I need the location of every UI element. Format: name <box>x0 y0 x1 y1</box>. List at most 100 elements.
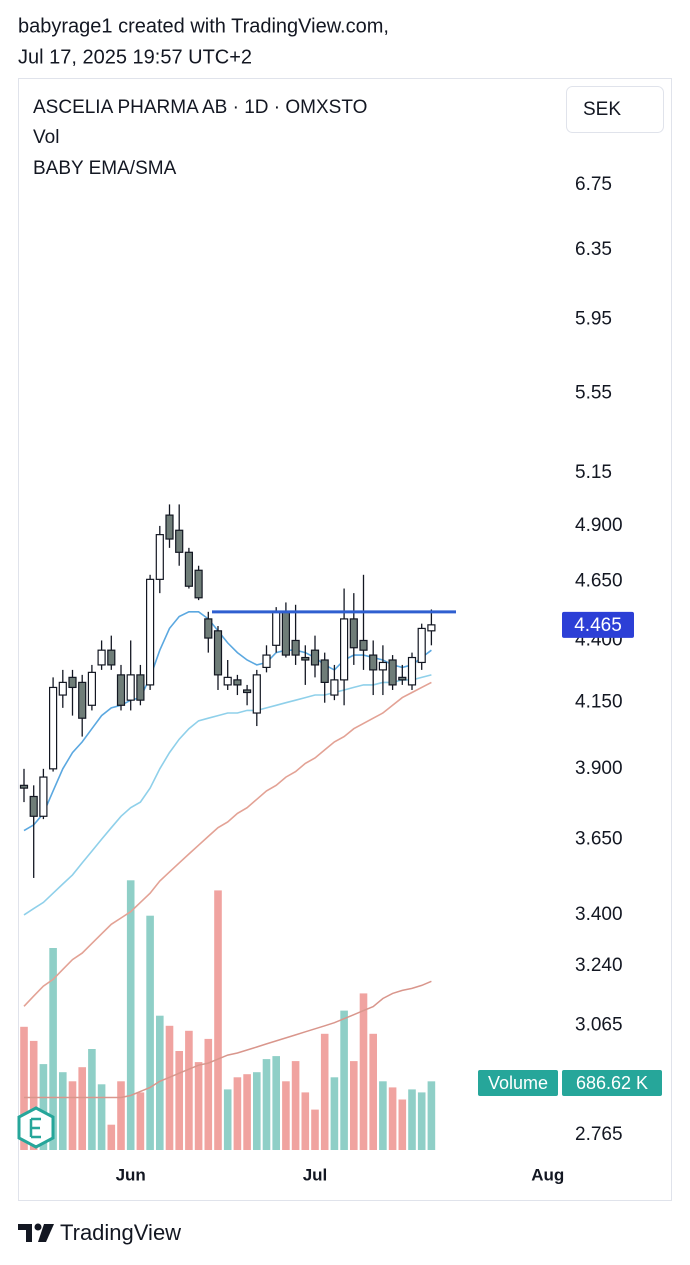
candle-body <box>126 674 135 701</box>
volume-bar <box>408 1089 416 1150</box>
candle-body <box>78 681 87 719</box>
x-tick-label: Jul <box>303 1165 328 1184</box>
candle-body <box>291 639 300 656</box>
volume-ma-line <box>24 980 432 1099</box>
candle-body <box>252 674 261 714</box>
candle-body <box>349 618 358 649</box>
candle-body <box>330 679 339 696</box>
volume-tag <box>562 1070 662 1096</box>
candle-body <box>359 639 368 651</box>
candle-body <box>87 671 97 706</box>
volume-bar <box>291 1061 300 1150</box>
volume-bar <box>262 1059 271 1150</box>
volume-bar <box>301 1092 310 1150</box>
x-tick-label: Aug <box>531 1165 564 1184</box>
volume-bar <box>185 1030 193 1150</box>
volume-bar <box>214 890 222 1150</box>
volume-bar <box>107 1124 116 1150</box>
candle-body <box>320 659 329 683</box>
volume-bar <box>359 993 368 1150</box>
logo <box>18 1223 54 1242</box>
y-tick-label: 3.650 <box>575 828 623 849</box>
candle-body <box>107 649 116 666</box>
volume-bar <box>417 1092 426 1150</box>
volume-tag <box>478 1070 558 1096</box>
price-tag <box>562 611 634 638</box>
y-tick-label: 3.400 <box>575 904 623 925</box>
candle-body <box>19 784 29 789</box>
volume-bar <box>340 1010 348 1150</box>
volume-bar <box>126 880 135 1150</box>
currency-label: SEK <box>583 99 621 120</box>
candle-body <box>369 654 378 671</box>
y-tick-label: 4.900 <box>575 515 623 536</box>
volume-bar <box>146 915 154 1150</box>
volume-bar <box>204 1038 213 1150</box>
candle-body <box>136 674 145 701</box>
candle-body <box>58 681 67 696</box>
logo-mark <box>38 1224 54 1242</box>
candle-body <box>29 795 38 817</box>
candle-body <box>116 674 126 706</box>
volume-bar <box>330 1077 339 1150</box>
currency-button[interactable] <box>566 86 664 133</box>
volume-bar <box>156 1015 164 1150</box>
y-tick-label: 3.240 <box>575 955 623 976</box>
y-tick-label: 5.55 <box>575 382 612 403</box>
candle-body <box>378 661 387 671</box>
chart-title: ASCELIA PHARMA AB · 1D · OMXSTO <box>33 97 367 118</box>
indicator-label: BABY EMA/SMA <box>33 158 177 179</box>
icon-letter <box>29 1117 41 1139</box>
ma-line <box>23 674 432 916</box>
volume-bar <box>253 1072 261 1150</box>
volume-bar <box>136 1092 145 1150</box>
candle-body <box>165 514 174 540</box>
volume-bar <box>175 1051 183 1150</box>
volume-bar <box>165 1025 174 1150</box>
candle-body <box>281 611 290 656</box>
volume-tag-value: 686.62 K <box>576 1073 648 1093</box>
candle-body <box>184 551 193 587</box>
plot: 6.756.355.955.555.154.9004.6504.4004.150… <box>19 174 623 1184</box>
y-tick-label: 4.150 <box>575 692 623 713</box>
x-tick-label: Jun <box>116 1165 146 1184</box>
volume-bar <box>320 1033 329 1150</box>
candle-body <box>407 656 417 686</box>
candle-body <box>175 529 184 553</box>
volume-bar <box>97 1084 106 1150</box>
candle-body <box>194 569 203 599</box>
header-line: Jul 17, 2025 19:57 UTC+2 <box>18 46 252 68</box>
candle-body <box>146 578 155 686</box>
y-tick-label: 5.15 <box>575 462 612 483</box>
candle-body <box>233 679 242 686</box>
y-tick-label: 6.35 <box>575 239 612 260</box>
volume-bar <box>311 1109 319 1150</box>
volume-bar <box>233 1077 242 1150</box>
volume-bar <box>59 1072 67 1150</box>
volume-bar <box>427 1081 436 1150</box>
events-icon[interactable] <box>17 1106 55 1149</box>
candle-body <box>48 686 58 770</box>
y-tick-label: 6.75 <box>575 174 612 195</box>
y-tick-label: 3.065 <box>575 1014 623 1035</box>
candle-body <box>204 618 213 639</box>
candle-body <box>262 654 271 669</box>
volume-bar <box>194 1062 203 1150</box>
candle-body <box>310 649 320 666</box>
candle-body <box>340 618 349 681</box>
volume-bar <box>282 1081 290 1150</box>
candle-body <box>427 624 436 632</box>
candle-body <box>272 611 281 646</box>
indicator-label: Vol <box>33 127 59 148</box>
candle-body <box>68 676 77 689</box>
volume-bar <box>117 1081 125 1150</box>
volume-bar <box>369 1033 377 1150</box>
volume-bar <box>29 1040 38 1150</box>
candle-body <box>243 689 252 694</box>
candle-body <box>97 649 106 666</box>
y-tick-label: 3.900 <box>575 758 623 779</box>
footer-brand: TradingView <box>60 1220 181 1245</box>
volume-bar <box>379 1081 387 1150</box>
volume-bar <box>20 1026 28 1150</box>
candle-body <box>213 630 223 676</box>
